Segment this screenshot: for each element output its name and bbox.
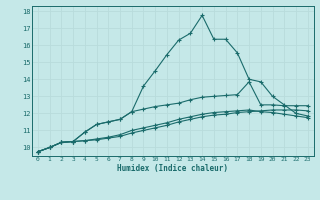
X-axis label: Humidex (Indice chaleur): Humidex (Indice chaleur) [117, 164, 228, 173]
